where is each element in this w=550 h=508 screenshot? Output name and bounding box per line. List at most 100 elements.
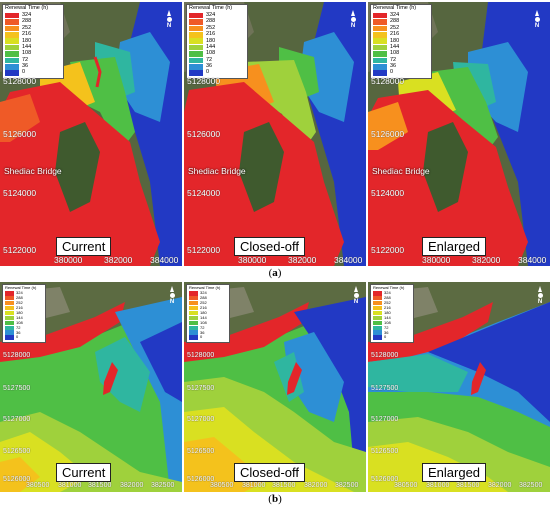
legend-swatch [5, 19, 19, 25]
y-tick-label: 5126500 [187, 448, 215, 455]
legend-swatch [373, 296, 382, 301]
legend-level: 324 [200, 290, 207, 296]
legend-swatch [5, 301, 14, 306]
legend-swatch [5, 315, 14, 320]
legend-level: 324 [206, 11, 216, 18]
map-panel-current-a: Renewal Time (h) 324 288 252 216 180 144… [0, 2, 182, 266]
legend-swatch [5, 306, 14, 311]
caption-bracket: ( [268, 493, 272, 505]
place-label: Shediac Bridge [188, 166, 246, 176]
color-legend: Renewal Time (h) 324 288 252 216 180 144… [370, 284, 414, 343]
legend-level: 72 [206, 56, 213, 63]
legend-level: 36 [390, 63, 397, 70]
color-legend: Renewal Time (h) 324 288 252 216 180 144… [2, 284, 46, 343]
legend-level: 288 [200, 295, 207, 301]
legend-swatch [373, 320, 382, 325]
legend-level: 324 [384, 290, 391, 296]
scenario-label-current: Current [56, 237, 112, 256]
legend-swatch [5, 70, 19, 76]
y-tick-label: 5126000 [187, 476, 215, 483]
legend-level: 0 [22, 69, 26, 76]
legend-level: 0 [16, 334, 19, 340]
legend-swatch [373, 315, 382, 320]
renewal-time-map [184, 282, 366, 492]
legend-level: 72 [22, 56, 29, 63]
legend-level: 288 [22, 18, 32, 25]
legend-swatch [373, 64, 387, 70]
caption-a: (a) [255, 267, 295, 279]
legend-swatch [189, 330, 198, 335]
y-tick-label: 5122000 [3, 245, 37, 255]
legend-level: 108 [206, 50, 216, 57]
map-panel-enlarged-a: Renewal Time (h) 324 288 252 216 180 144… [368, 2, 550, 266]
legend-title: Renewal Time (h) [373, 285, 405, 290]
legend-level: 288 [16, 295, 23, 301]
x-tick-label: 381000 [242, 482, 266, 489]
legend-level: 108 [16, 319, 23, 325]
legend-swatch [5, 291, 14, 296]
legend-level: 288 [206, 18, 216, 25]
legend-level: 180 [384, 310, 391, 315]
x-tick-label: 382000 [472, 255, 501, 265]
legend-swatch [5, 335, 14, 340]
legend-swatch [189, 70, 203, 76]
legend-level: 0 [206, 69, 210, 76]
north-label: N [534, 23, 540, 29]
legend-swatch [189, 306, 198, 311]
legend-swatch [373, 325, 382, 330]
legend-swatch [373, 51, 387, 57]
legend-level: 252 [206, 24, 216, 31]
north-arrow-icon: N [164, 10, 174, 29]
north-arrow-icon: N [351, 286, 361, 305]
legend-swatch [189, 310, 198, 316]
legend-level: 72 [390, 56, 397, 63]
legend-swatch [5, 64, 19, 70]
x-tick-label: 380500 [26, 482, 50, 489]
legend-swatch [373, 70, 387, 76]
x-tick-label: 381500 [272, 482, 296, 489]
legend-level: 180 [22, 37, 32, 44]
x-tick-label: 384000 [518, 255, 547, 265]
legend-swatch [5, 25, 19, 32]
legend-title: Renewal Time (h) [373, 5, 417, 11]
caption-bracket: ) [277, 267, 282, 279]
y-tick-label: 5124000 [187, 188, 221, 198]
legend-swatch [5, 44, 19, 51]
caption-letter: b [271, 493, 279, 505]
legend-swatch [189, 296, 198, 301]
legend-level: 36 [384, 329, 389, 335]
x-tick-label: 384000 [150, 255, 179, 265]
legend-swatch [373, 335, 382, 340]
legend-swatch [5, 296, 14, 301]
legend-level: 180 [16, 310, 23, 315]
y-tick-label: 5127500 [3, 385, 31, 392]
legend-swatch [189, 291, 198, 296]
legend-swatch [5, 32, 19, 38]
legend-level: 252 [200, 300, 207, 306]
legend-level: 0 [384, 334, 387, 340]
legend-swatch [189, 19, 203, 25]
y-tick-label: 5126500 [371, 448, 399, 455]
legend-level: 36 [16, 329, 21, 335]
legend-swatch [189, 301, 198, 306]
legend-swatch [5, 12, 19, 19]
legend-swatch [5, 51, 19, 57]
legend-level: 216 [390, 31, 400, 38]
color-legend: Renewal Time (h) 324 288 252 216 180 144… [370, 4, 432, 80]
legend-level: 288 [384, 295, 391, 301]
legend-swatch [189, 38, 203, 45]
legend-swatch [189, 325, 198, 330]
legend-swatch [5, 330, 14, 335]
place-label: Shediac Bridge [4, 166, 62, 176]
x-tick-label: 381000 [58, 482, 82, 489]
legend-level: 0 [390, 69, 394, 76]
legend-title: Renewal Time (h) [189, 285, 221, 290]
north-arrow-icon: N [535, 286, 545, 305]
legend-swatch [5, 320, 14, 325]
legend-swatch [189, 44, 203, 51]
legend-level: 72 [200, 324, 205, 330]
x-tick-label: 382000 [120, 482, 144, 489]
north-arrow-icon: N [167, 286, 177, 305]
north-arrow-icon: N [532, 10, 542, 29]
legend-level: 252 [16, 300, 23, 306]
